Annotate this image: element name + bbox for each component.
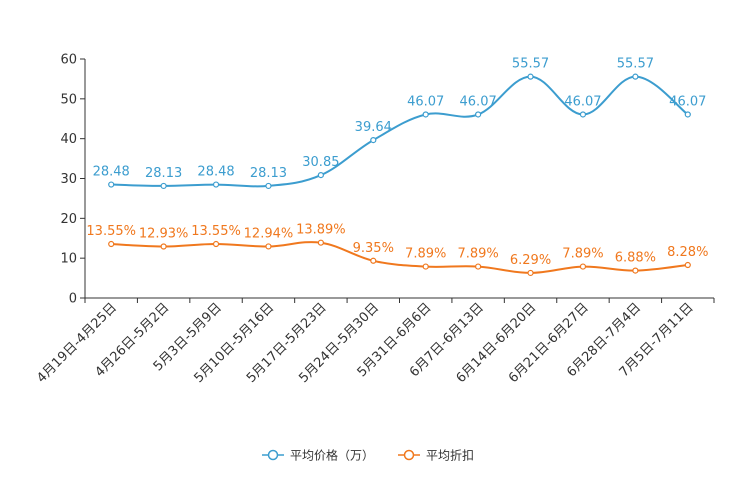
data-label: 46.07 — [564, 94, 601, 109]
y-tick-label: 20 — [60, 212, 77, 227]
data-point — [317, 239, 324, 246]
data-label: 46.07 — [669, 94, 706, 109]
data-label: 9.35% — [353, 241, 394, 256]
data-point — [265, 243, 272, 250]
data-point — [632, 73, 639, 80]
data-label: 12.93% — [139, 226, 189, 241]
data-label: 30.85 — [302, 155, 339, 170]
data-label: 13.89% — [296, 223, 346, 238]
y-tick-label: 30 — [60, 172, 77, 187]
y-tick-label: 10 — [60, 252, 77, 267]
legend-item-0: 平均价格（万） — [262, 448, 374, 463]
axes: 01020304050604月19日-4月25日4月26日-5月2日5月3日-5… — [34, 53, 715, 386]
data-point — [317, 172, 324, 179]
legend: 平均价格（万） 平均折扣 — [262, 448, 474, 463]
data-label: 28.13 — [250, 166, 287, 181]
data-point — [579, 263, 587, 270]
data-label: 7.89% — [562, 247, 603, 262]
data-label: 6.88% — [615, 251, 656, 266]
data-point — [684, 261, 691, 269]
data-label: 13.55% — [86, 224, 136, 239]
series-0: 28.48 28.13 28.48 28.13 30.85 39.64 46.07 46.07… — [93, 57, 706, 190]
series-line — [111, 241, 688, 274]
data-label: 55.57 — [512, 57, 549, 72]
data-point — [160, 182, 167, 190]
data-label: 7.89% — [457, 247, 498, 262]
legend-label: 平均折扣 — [426, 448, 474, 463]
legend-swatch-marker — [403, 449, 415, 461]
data-point — [108, 240, 115, 248]
data-label: 46.07 — [460, 94, 497, 109]
data-label: 6.29% — [510, 253, 551, 268]
data-point — [422, 263, 429, 270]
data-label: 28.13 — [145, 166, 182, 181]
data-point — [579, 111, 587, 118]
data-point — [370, 257, 377, 264]
y-tick-label: 40 — [60, 132, 77, 147]
data-label: 46.07 — [407, 94, 444, 109]
data-label: 28.48 — [197, 165, 234, 180]
data-label: 55.57 — [617, 57, 654, 72]
data-point — [265, 182, 272, 190]
data-point — [475, 111, 482, 118]
series-layer: 28.48 28.13 28.48 28.13 30.85 39.64 46.07 46.07… — [86, 57, 708, 277]
data-point — [475, 263, 482, 270]
series-1: 13.55% 12.93% 13.55% 12.94% 13.89%9.35% 7.89%… — [86, 223, 708, 277]
data-point — [684, 111, 691, 118]
data-point — [632, 267, 639, 274]
data-point — [160, 243, 167, 250]
data-point — [108, 181, 115, 188]
data-point — [527, 73, 534, 80]
data-point — [212, 240, 220, 248]
legend-label: 平均价格（万） — [290, 448, 374, 463]
data-label: 7.89% — [405, 247, 446, 262]
data-label: 13.55% — [191, 224, 241, 239]
legend-swatch-marker — [267, 449, 279, 461]
legend-item-1: 平均折扣 — [398, 448, 474, 463]
y-tick-label: 50 — [60, 92, 77, 107]
data-label: 12.94% — [244, 226, 294, 241]
data-point — [422, 111, 429, 118]
data-point — [370, 137, 377, 144]
data-label: 28.48 — [93, 165, 130, 180]
data-point — [212, 181, 220, 188]
data-label: 39.64 — [355, 120, 392, 135]
data-point — [527, 269, 534, 277]
data-label: 8.28% — [667, 245, 708, 260]
y-tick-label: 0 — [69, 292, 77, 307]
y-tick-label: 60 — [60, 53, 77, 68]
